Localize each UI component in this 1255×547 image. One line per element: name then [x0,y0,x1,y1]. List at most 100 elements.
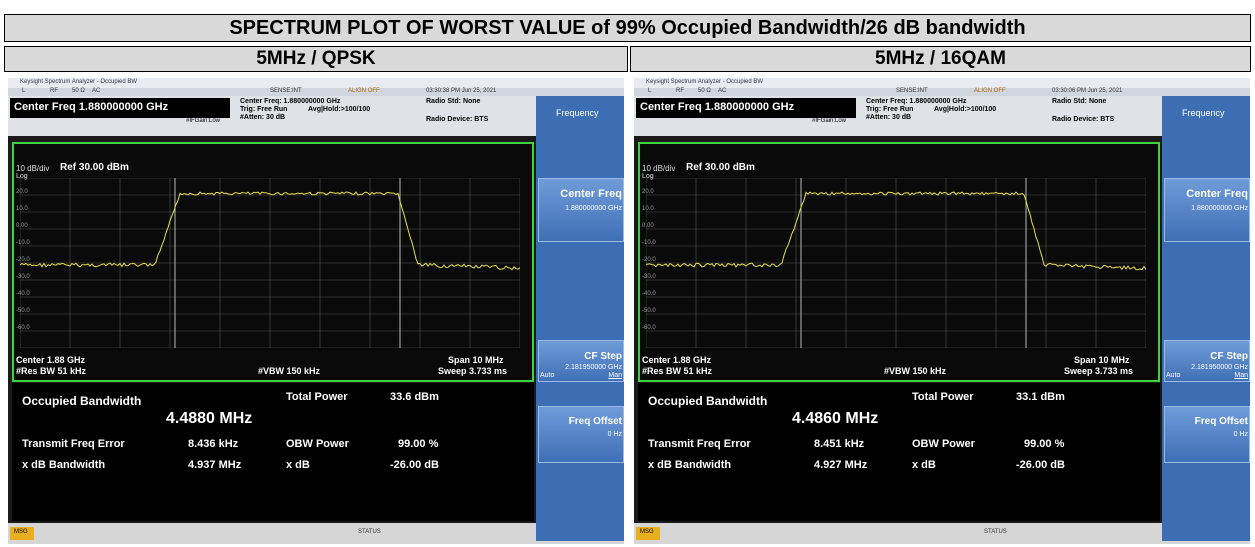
label: Occupied Bandwidth [22,394,142,408]
msg-box [10,527,34,540]
label: 10 dB/div [16,164,50,173]
label: Log [642,173,654,180]
label: Freq Offset [568,416,622,427]
y-tick-label: -50.0 [642,308,656,314]
label: 33.1 dBm [1016,391,1065,403]
y-tick-label: 0.00 [642,223,654,229]
results [12,383,534,521]
label: Center 1.88 GHz [16,355,86,365]
label: OBW Power [912,438,975,450]
label: Auto [540,372,555,379]
label: 8.451 kHz [814,438,865,450]
label: MSG [14,529,28,535]
label: 4.927 MHz [814,459,868,471]
label: Keysight Spectrum Analyzer - Occupied BW [646,79,764,85]
label: #Atten: 30 dB [866,114,912,121]
window-title-bar [8,78,624,88]
label: 1.880000000 GHz [565,205,622,212]
label: Center Freq: 1.880000000 GHz [866,98,967,105]
label: Log [16,173,28,180]
results [638,383,1160,521]
label: Man [608,372,622,379]
label: -26.00 dB [1016,459,1065,471]
label: Keysight Spectrum Analyzer - Occupied BW [20,79,138,85]
label: #IFGain:Low [186,118,221,124]
label: x dB [286,459,310,471]
label: 10 dB/div [642,164,676,173]
panel-header: 5MHz / 16QAM [630,46,1251,72]
label: Center Freq 1.880000000 GHz [14,101,169,113]
softkey [538,340,624,382]
window-title-bar [634,78,1250,88]
label: Frequency [556,108,599,118]
label: 4.4860 MHz [792,410,879,427]
label: Frequency [1182,108,1225,118]
label: Sweep 3.733 ms [1064,366,1134,376]
label: Center Freq [560,188,622,200]
label: AC [718,88,727,94]
label: ALIGN OFF [974,88,1006,94]
softkeys [1162,96,1250,541]
graph [12,142,534,382]
label: 33.6 dBm [390,391,439,403]
label: x dB Bandwidth [22,459,106,471]
label: Trig: Free Run [240,106,288,113]
softkey [538,406,624,463]
label: -26.00 dB [390,459,439,471]
label: Center Freq 1.880000000 GHz [640,101,795,113]
plot [646,178,1146,348]
panel-header: 5MHz / QPSK [4,46,628,72]
label: #Res BW 51 kHz [642,366,713,376]
label: Radio Device: BTS [426,116,489,123]
label: #VBW 150 kHz [258,366,321,376]
softkey [1164,340,1250,382]
label: Occupied Bandwidth [648,394,768,408]
softkey [1164,406,1250,463]
center-freq-box [10,98,230,118]
label: Transmit Freq Error [22,438,125,450]
label: x dB [912,459,936,471]
label: 50 Ω [698,88,711,94]
msg-box [636,527,660,540]
label: Radio Std: None [426,98,481,105]
label: Total Power [286,391,348,403]
label: Ref 30.00 dBm [60,162,129,173]
status-bar [634,523,1250,544]
label: #Res BW 51 kHz [16,366,87,376]
y-tick-label: 10.0 [16,206,28,212]
label: Center Freq [1186,188,1248,200]
label: 2.181950000 GHz [565,364,622,371]
label: Transmit Freq Error [648,438,751,450]
label: Span 10 MHz [1074,355,1130,365]
softkeys [536,96,624,541]
label: 4.4880 MHz [166,410,253,427]
label: SENSE:INT [270,88,302,94]
trace [646,191,1146,271]
label: 50 Ω [72,88,85,94]
label: Radio Std: None [1052,98,1107,105]
label: SENSE:INT [896,88,928,94]
label: Avg|Hold:>100/100 [934,106,997,113]
y-tick-label: -40.0 [16,291,30,297]
y-tick-label: 10.0 [642,206,654,212]
softkey [1164,178,1250,242]
label: 0 Hz [1233,431,1248,438]
y-tick-label: -20.0 [642,257,656,263]
label: #IFGain:Low [812,118,847,124]
label: L [22,88,26,94]
label: OBW Power [286,438,349,450]
label: #VBW 150 kHz [884,366,947,376]
label: 8.436 kHz [188,438,239,450]
label: 99.00 % [1024,438,1065,450]
label: Avg|Hold:>100/100 [308,106,371,113]
label: Total Power [912,391,974,403]
status-row [8,88,624,96]
label: Freq Offset [1194,416,1248,427]
label: STATUS [984,529,1007,535]
label: AC [92,88,101,94]
label: RF [50,88,58,94]
y-tick-label: -10.0 [642,240,656,246]
graph [638,142,1160,382]
label: x dB Bandwidth [648,459,732,471]
label: Auto [1166,372,1181,379]
